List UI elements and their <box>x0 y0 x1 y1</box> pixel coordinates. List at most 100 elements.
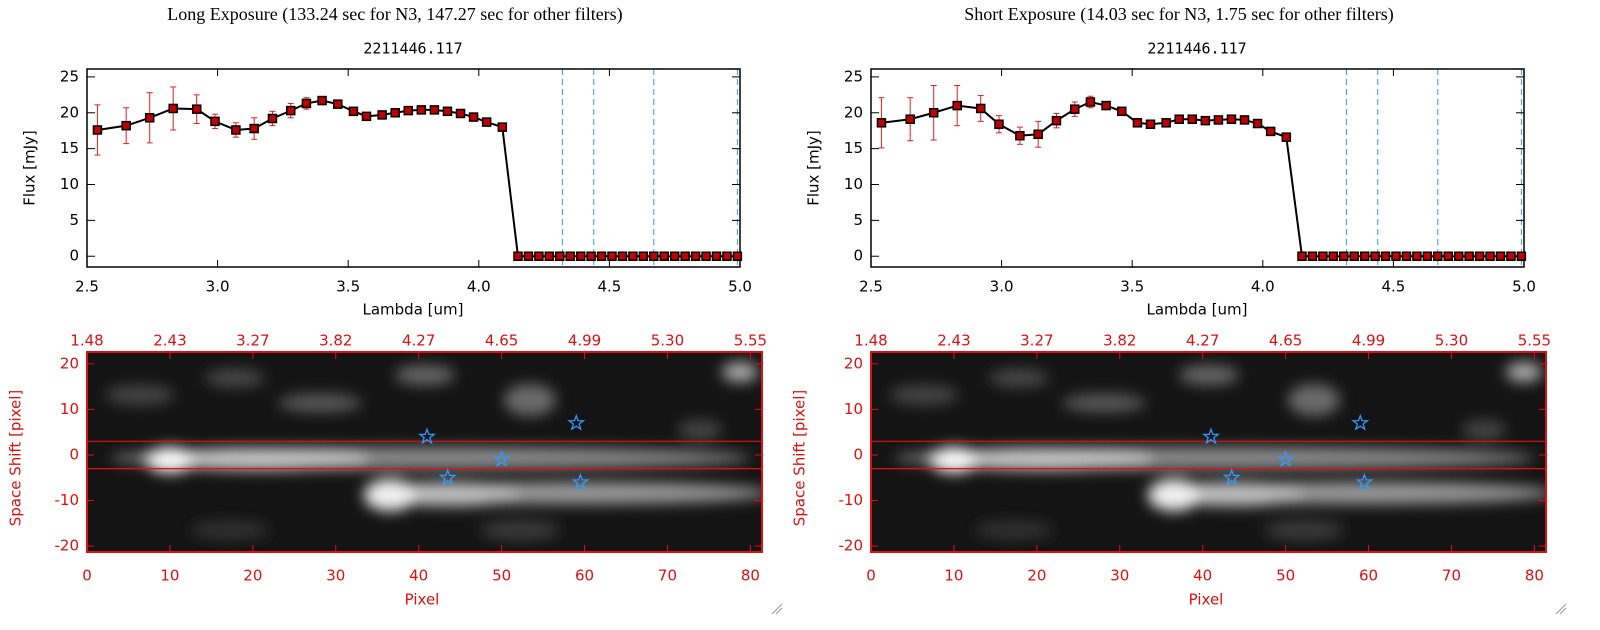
x-tick-label: 2.5 <box>859 278 883 296</box>
data-point <box>1213 115 1224 125</box>
panel-title: Long Exposure (133.24 sec for N3, 147.27… <box>167 4 622 25</box>
y-tick-label: 20 <box>844 354 863 372</box>
data-point <box>975 103 986 114</box>
data-point <box>348 106 359 117</box>
y-tick-label: -20 <box>839 537 864 555</box>
data-point <box>1453 251 1464 261</box>
data-point <box>285 105 296 116</box>
x-tick-label: 80 <box>741 567 760 585</box>
data-point <box>1380 251 1391 261</box>
data-point <box>659 251 670 261</box>
y-tick-label: 25 <box>844 67 863 85</box>
data-point <box>690 251 701 261</box>
x-tick-label: 60 <box>1359 567 1378 585</box>
x-tick-label: 80 <box>1525 567 1544 585</box>
x2-tick-label: 4.27 <box>1186 332 1219 350</box>
plot-frame <box>86 68 741 268</box>
x-axis-label: Lambda [um] <box>363 301 464 319</box>
x2-tick-label: 1.48 <box>70 332 103 350</box>
data-point <box>575 251 586 261</box>
x2-tick-label: 3.27 <box>1020 332 1053 350</box>
y-tick-label: 0 <box>69 445 79 463</box>
x2-tick-label: 5.30 <box>1435 332 1468 350</box>
y-tick-label: 5 <box>69 211 79 229</box>
data-point <box>544 251 555 261</box>
star-marker <box>1276 449 1295 468</box>
x2-tick-label: 2.43 <box>937 332 970 350</box>
x2-tick-label: 4.99 <box>1352 332 1385 350</box>
y-tick-label: 20 <box>60 354 79 372</box>
data-point <box>952 100 962 111</box>
data-point <box>596 251 607 261</box>
data-point <box>92 125 103 135</box>
x2-tick-label: 1.48 <box>854 332 887 350</box>
data-point <box>1226 114 1237 124</box>
data-point <box>1174 114 1184 124</box>
data-point <box>1101 100 1111 111</box>
data-point <box>628 251 638 261</box>
x2-tick-label: 5.55 <box>734 332 767 350</box>
y-tick-label: 15 <box>844 139 863 157</box>
data-point <box>649 251 659 261</box>
data-point <box>1433 251 1443 261</box>
data-point <box>481 117 492 127</box>
data-point <box>555 251 565 261</box>
x-tick-label: 3.5 <box>1120 278 1144 296</box>
data-point <box>669 251 680 261</box>
x-tick-label: 20 <box>243 567 262 585</box>
x-axis-label: Pixel <box>1189 591 1224 609</box>
x-tick-label: 40 <box>409 567 428 585</box>
data-point <box>497 122 508 132</box>
x2-tick-label: 2.43 <box>153 332 186 350</box>
data-point <box>513 251 523 261</box>
y-tick-label: 20 <box>844 103 863 121</box>
data-point <box>442 106 453 117</box>
data-point <box>455 108 466 119</box>
data-point <box>607 251 617 261</box>
x-tick-label: 4.5 <box>597 278 621 296</box>
x-tick-label: 0 <box>866 567 876 585</box>
data-point <box>1318 251 1328 261</box>
star-marker <box>567 413 586 431</box>
data-point <box>1464 251 1474 261</box>
y-tick-label: 25 <box>60 67 79 85</box>
x-tick-label: 40 <box>1193 567 1212 585</box>
y-tick-label: 10 <box>844 400 863 418</box>
star-marker <box>571 472 590 491</box>
resize-grip[interactable] <box>771 603 1567 615</box>
panel-title: Short Exposure (14.03 sec for N3, 1.75 s… <box>964 4 1393 25</box>
x2-tick-label: 4.65 <box>485 332 518 350</box>
x-tick-label: 30 <box>326 567 345 585</box>
x-tick-label: 5.0 <box>1512 278 1536 296</box>
x-axis-label: Lambda [um] <box>1147 301 1248 319</box>
x-tick-label: 4.0 <box>467 278 491 296</box>
data-point <box>680 251 690 261</box>
x2-tick-label: 4.65 <box>1269 332 1302 350</box>
data-point <box>617 251 628 261</box>
data-point <box>1412 251 1422 261</box>
data-point <box>468 112 479 122</box>
x-tick-label: 50 <box>492 567 511 585</box>
x-tick-label: 70 <box>1442 567 1461 585</box>
plot-frame <box>870 68 1525 268</box>
y-axis-label: Flux [mJy] <box>21 130 39 206</box>
data-point <box>390 108 400 118</box>
y-tick-label: 0 <box>853 247 863 265</box>
data-point <box>711 251 722 261</box>
data-point <box>1485 251 1495 261</box>
data-point <box>1132 118 1143 128</box>
data-point <box>722 251 732 261</box>
data-point <box>1265 126 1276 137</box>
y-tick-label: -10 <box>55 491 80 509</box>
data-point <box>1495 251 1506 261</box>
y-tick-label: 0 <box>69 247 79 265</box>
star-marker <box>492 449 511 468</box>
x2-tick-label: 4.99 <box>568 332 601 350</box>
x2-tick-label: 5.30 <box>651 332 684 350</box>
data-point <box>1349 251 1359 261</box>
x2-tick-label: 5.55 <box>1518 332 1551 350</box>
data-point <box>1051 115 1062 126</box>
data-point <box>928 108 939 118</box>
data-point <box>210 116 220 127</box>
data-point <box>1506 251 1516 261</box>
